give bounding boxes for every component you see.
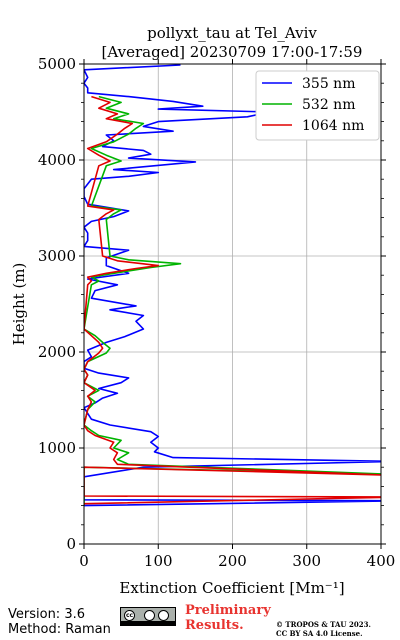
y-tick-label: 0 (66, 535, 76, 553)
series-lines (84, 64, 381, 507)
preliminary-note: Preliminary Results. (185, 603, 271, 633)
legend-label-1: 355 nm (302, 76, 355, 92)
preliminary-line-1: Preliminary (185, 603, 271, 618)
x-tick-label: 300 (292, 552, 321, 570)
y-tick-label: 4000 (38, 151, 76, 169)
series-line-2 (84, 95, 381, 506)
by-icon (144, 610, 155, 621)
x-tick-label: 200 (218, 552, 247, 570)
y-tick-label: 1000 (38, 439, 76, 457)
series-line-1 (84, 64, 381, 507)
cc-license-badge: cc (120, 607, 176, 626)
y-tick-label: 3000 (38, 247, 76, 265)
y-axis-label: Height (m) (10, 263, 28, 346)
extinction-chart: pollyxt_tau at Tel_Aviv [Averaged] 20230… (10, 24, 396, 597)
chart-subtitle: [Averaged] 20230709 17:00-17:59 (102, 43, 363, 61)
x-tick-label: 0 (79, 552, 89, 570)
legend-box (255, 70, 380, 141)
series-line-3 (84, 95, 381, 505)
legend: 355 nm 532 nm 1064 nm (255, 70, 380, 141)
y-tick-label: 5000 (38, 55, 76, 73)
sa-icon (158, 610, 169, 621)
method-text: Method: Raman (8, 622, 111, 637)
copyright-line-1: © TROPOS & TAU 2023. (276, 620, 371, 629)
badge-strip (121, 621, 175, 625)
copyright-note: © TROPOS & TAU 2023. CC BY SA 4.0 Licens… (276, 620, 371, 638)
chart-title: pollyxt_tau at Tel_Aviv (147, 24, 317, 42)
x-tick-label: 400 (367, 552, 396, 570)
y-tick-label: 2000 (38, 343, 76, 361)
x-axis-label: Extinction Coefficient [Mm⁻¹] (119, 579, 344, 597)
x-tick-label: 100 (144, 552, 173, 570)
cc-icon: cc (124, 610, 135, 621)
legend-label-3: 1064 nm (302, 118, 364, 134)
copyright-line-2: CC BY SA 4.0 License. (276, 629, 363, 638)
version-text: Version: 3.6 (8, 607, 85, 622)
legend-label-2: 532 nm (302, 97, 355, 113)
preliminary-line-2: Results. (185, 618, 244, 633)
